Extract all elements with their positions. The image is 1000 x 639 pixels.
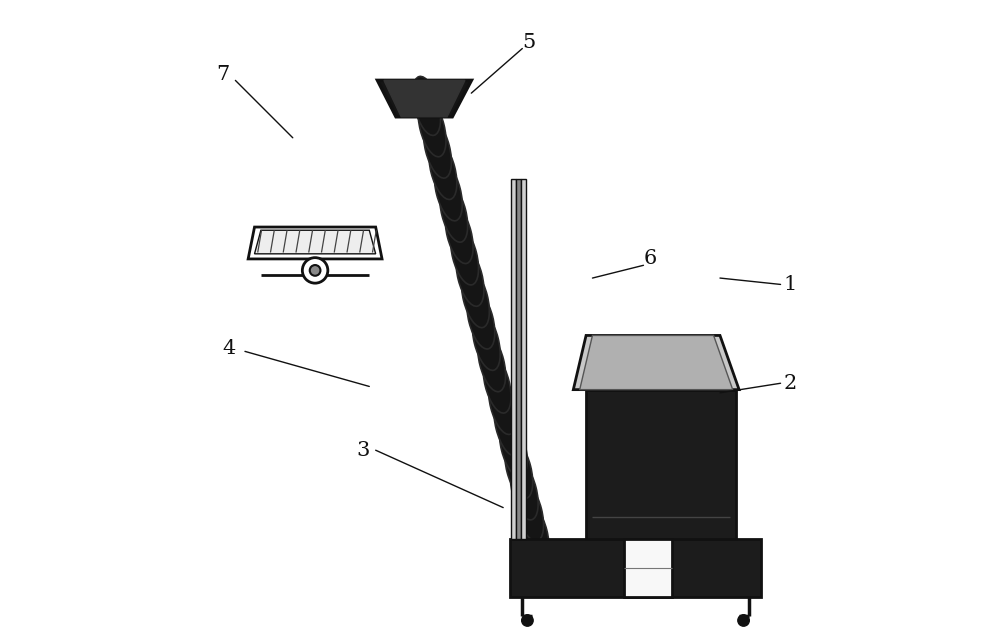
Ellipse shape <box>494 397 522 456</box>
Ellipse shape <box>429 141 457 199</box>
Text: 1: 1 <box>783 275 797 294</box>
Ellipse shape <box>483 354 511 413</box>
Polygon shape <box>580 335 733 390</box>
Polygon shape <box>378 81 471 117</box>
Circle shape <box>522 615 533 626</box>
Circle shape <box>738 615 749 626</box>
Text: 7: 7 <box>216 65 229 84</box>
Ellipse shape <box>456 247 484 306</box>
Ellipse shape <box>472 311 500 371</box>
Ellipse shape <box>516 482 544 541</box>
Ellipse shape <box>510 461 538 520</box>
Bar <box>521 179 526 539</box>
Ellipse shape <box>424 119 451 178</box>
Polygon shape <box>248 227 382 259</box>
Circle shape <box>302 258 328 283</box>
Text: 3: 3 <box>356 441 370 459</box>
Ellipse shape <box>413 77 441 135</box>
Bar <box>511 179 516 539</box>
Text: 6: 6 <box>643 249 656 268</box>
Text: 4: 4 <box>222 339 236 358</box>
Ellipse shape <box>521 504 549 562</box>
Polygon shape <box>573 335 739 390</box>
Ellipse shape <box>478 333 506 392</box>
Circle shape <box>310 265 320 276</box>
Text: 2: 2 <box>783 374 797 393</box>
Ellipse shape <box>505 440 533 498</box>
Ellipse shape <box>462 268 489 328</box>
Ellipse shape <box>440 183 468 242</box>
Ellipse shape <box>434 162 462 221</box>
Ellipse shape <box>445 204 473 263</box>
Bar <box>586 390 736 539</box>
Ellipse shape <box>467 290 495 349</box>
Bar <box>510 539 761 597</box>
Polygon shape <box>255 230 376 254</box>
Text: 5: 5 <box>522 33 535 52</box>
Ellipse shape <box>499 418 527 477</box>
Polygon shape <box>384 81 465 117</box>
Ellipse shape <box>451 226 479 285</box>
Bar <box>516 179 521 539</box>
Bar <box>624 539 672 597</box>
Ellipse shape <box>489 376 516 435</box>
Ellipse shape <box>418 98 446 157</box>
